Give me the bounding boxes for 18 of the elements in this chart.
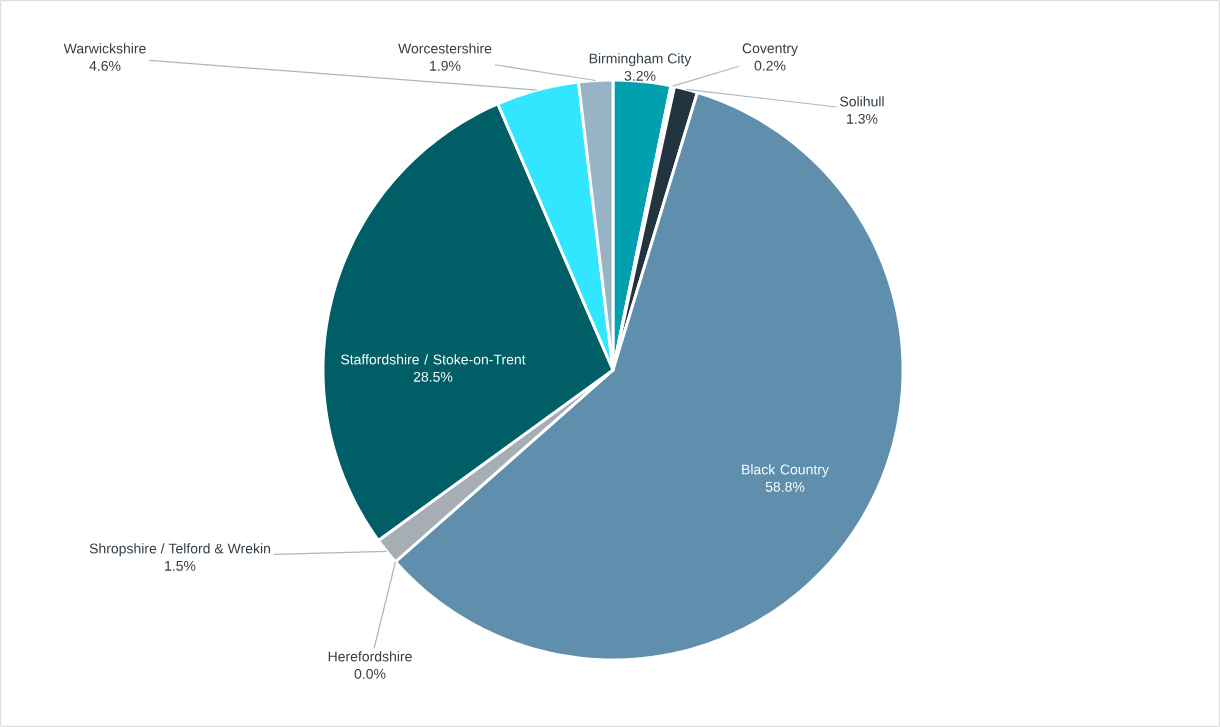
slice-label: Black Country: [742, 464, 829, 478]
slice-label: Worcestershire: [398, 43, 492, 54]
text: 0.0%: [354, 668, 386, 679]
data-label: 1.9%: [430, 60, 461, 71]
slice-label: Birmingham City: [589, 53, 692, 67]
data-label: 1.5%: [165, 560, 196, 571]
data-label: 4.6%: [89, 60, 121, 71]
slice-label: Warwickshire: [63, 43, 146, 54]
data-label: 0.2%: [754, 60, 786, 71]
slice-label: Staffordshire / Stoke-on-Trent: [341, 354, 526, 365]
category-label: Herefordshire: [328, 651, 412, 662]
data-label: 3.2%: [624, 70, 656, 81]
data-label: 28.5%: [413, 371, 453, 382]
data-label: 58.8%: [765, 481, 805, 492]
slice-label: Solihull: [840, 96, 884, 107]
data-label: 1.3%: [847, 113, 878, 124]
slice-label: Shropshire / Telford & Wrekin: [89, 543, 270, 557]
slice-label: Coventry: [742, 43, 798, 57]
